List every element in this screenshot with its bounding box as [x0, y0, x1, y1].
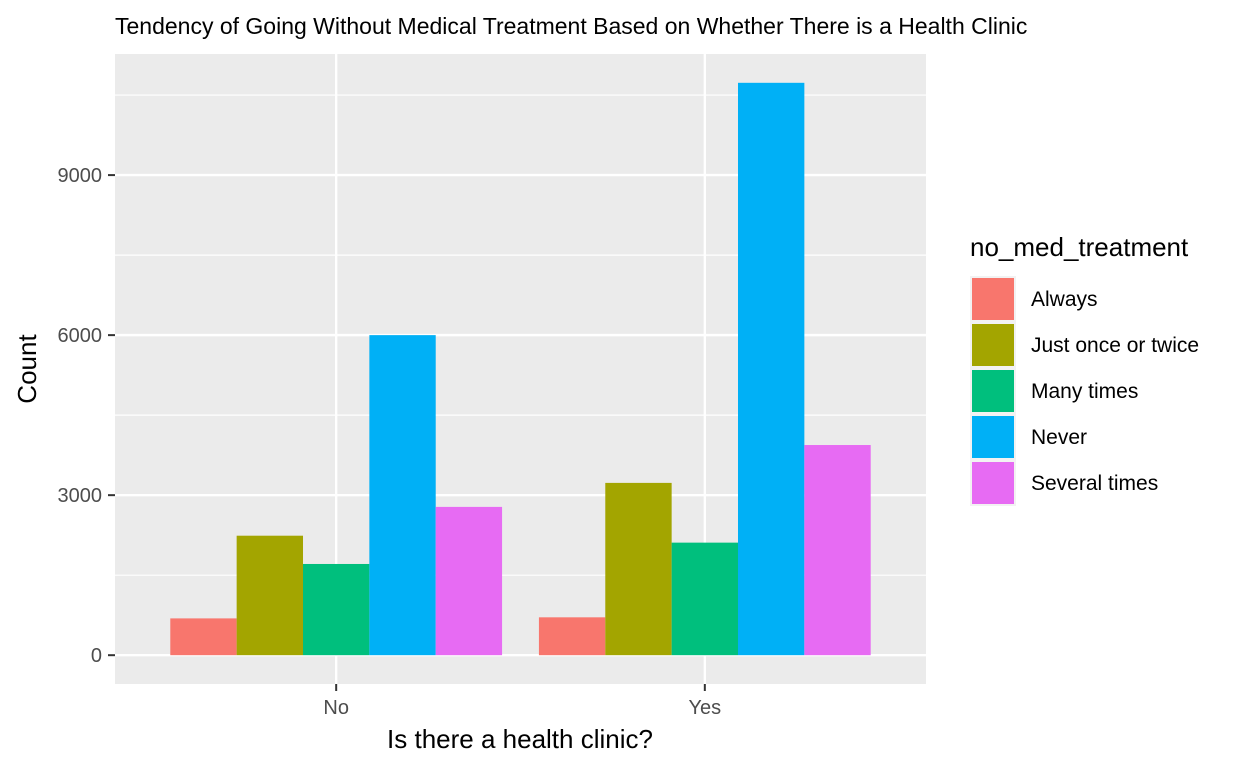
y-tick-label: 9000	[58, 165, 103, 187]
y-tick-label: 3000	[58, 485, 103, 507]
x-tick-label: Yes	[688, 697, 721, 719]
y-axis-title: Count	[12, 334, 42, 404]
legend: no_med_treatment Always Just once or twic…	[970, 232, 1199, 506]
legend-swatch	[972, 324, 1014, 366]
legend-swatch	[972, 462, 1014, 504]
bar-just-once-or-twice-no	[236, 535, 304, 656]
legend-label: Just once or twice	[1031, 334, 1199, 357]
legend-swatch	[972, 370, 1014, 412]
bar-several-times-no	[435, 506, 503, 656]
legend-title: no_med_treatment	[970, 232, 1189, 262]
y-tick-label: 6000	[58, 325, 103, 347]
legend-label: Many times	[1031, 380, 1138, 403]
y-tick-label: 0	[91, 645, 102, 667]
x-axis-title: Is there a health clinic?	[387, 724, 653, 754]
chart-title: Tendency of Going Without Medical Treatm…	[115, 13, 1027, 39]
bar-never-no	[369, 335, 436, 656]
legend-swatch	[972, 416, 1014, 458]
x-axis: No Yes	[323, 684, 721, 719]
bar-just-once-or-twice-yes	[605, 482, 672, 656]
x-tick-label: No	[323, 697, 349, 719]
legend-label: Always	[1031, 288, 1098, 311]
bar-always-yes	[538, 617, 606, 656]
legend-swatch	[972, 278, 1014, 320]
bar-never-yes	[737, 82, 805, 656]
legend-label: Never	[1031, 426, 1087, 449]
bar-many-times-yes	[671, 542, 738, 656]
bar-several-times-yes	[804, 445, 871, 656]
bar-always-no	[170, 618, 237, 656]
bars	[170, 82, 871, 656]
y-axis: 0 3000 6000 9000	[58, 165, 115, 667]
bar-many-times-no	[303, 563, 370, 656]
legend-label: Several times	[1031, 472, 1158, 495]
